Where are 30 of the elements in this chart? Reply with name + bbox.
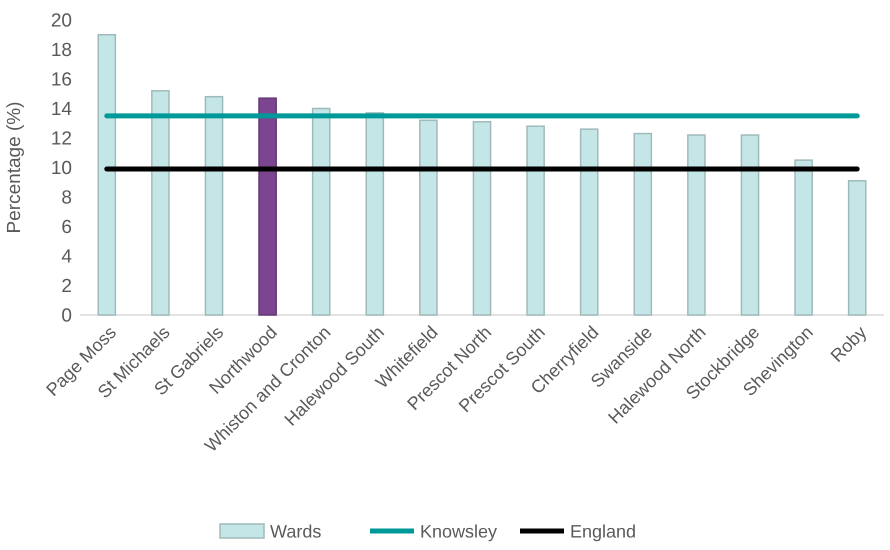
bar [419, 120, 438, 316]
y-tick-label: 16 [50, 70, 72, 91]
y-tick-label: 4 [61, 246, 72, 268]
bar [794, 159, 813, 316]
y-tick-label: 8 [61, 188, 72, 209]
bar [848, 180, 867, 316]
bar [97, 34, 116, 316]
bar [472, 121, 492, 316]
legend-label: Wards [270, 521, 322, 542]
bar [312, 108, 331, 316]
y-tick-label: 12 [50, 128, 72, 150]
bar [151, 90, 170, 316]
legend-label: Knowsley [420, 521, 498, 542]
y-tick-label: 18 [50, 40, 72, 62]
legend-label: England [570, 521, 636, 542]
y-tick-label: 14 [50, 99, 72, 120]
bar [633, 132, 652, 316]
bar [204, 96, 224, 316]
bar [687, 134, 706, 316]
y-tick-label: 0 [61, 306, 72, 327]
bar [580, 128, 599, 316]
y-tick-label: 20 [50, 10, 72, 32]
y-tick-label: 6 [61, 217, 72, 238]
y-tick-label: 10 [50, 158, 72, 180]
bar [526, 125, 545, 316]
y-tick-label: 2 [61, 276, 72, 298]
y-axis-title: Percentage (%) [4, 101, 25, 234]
bar [740, 134, 760, 316]
bar [258, 97, 277, 316]
bar [365, 112, 384, 316]
